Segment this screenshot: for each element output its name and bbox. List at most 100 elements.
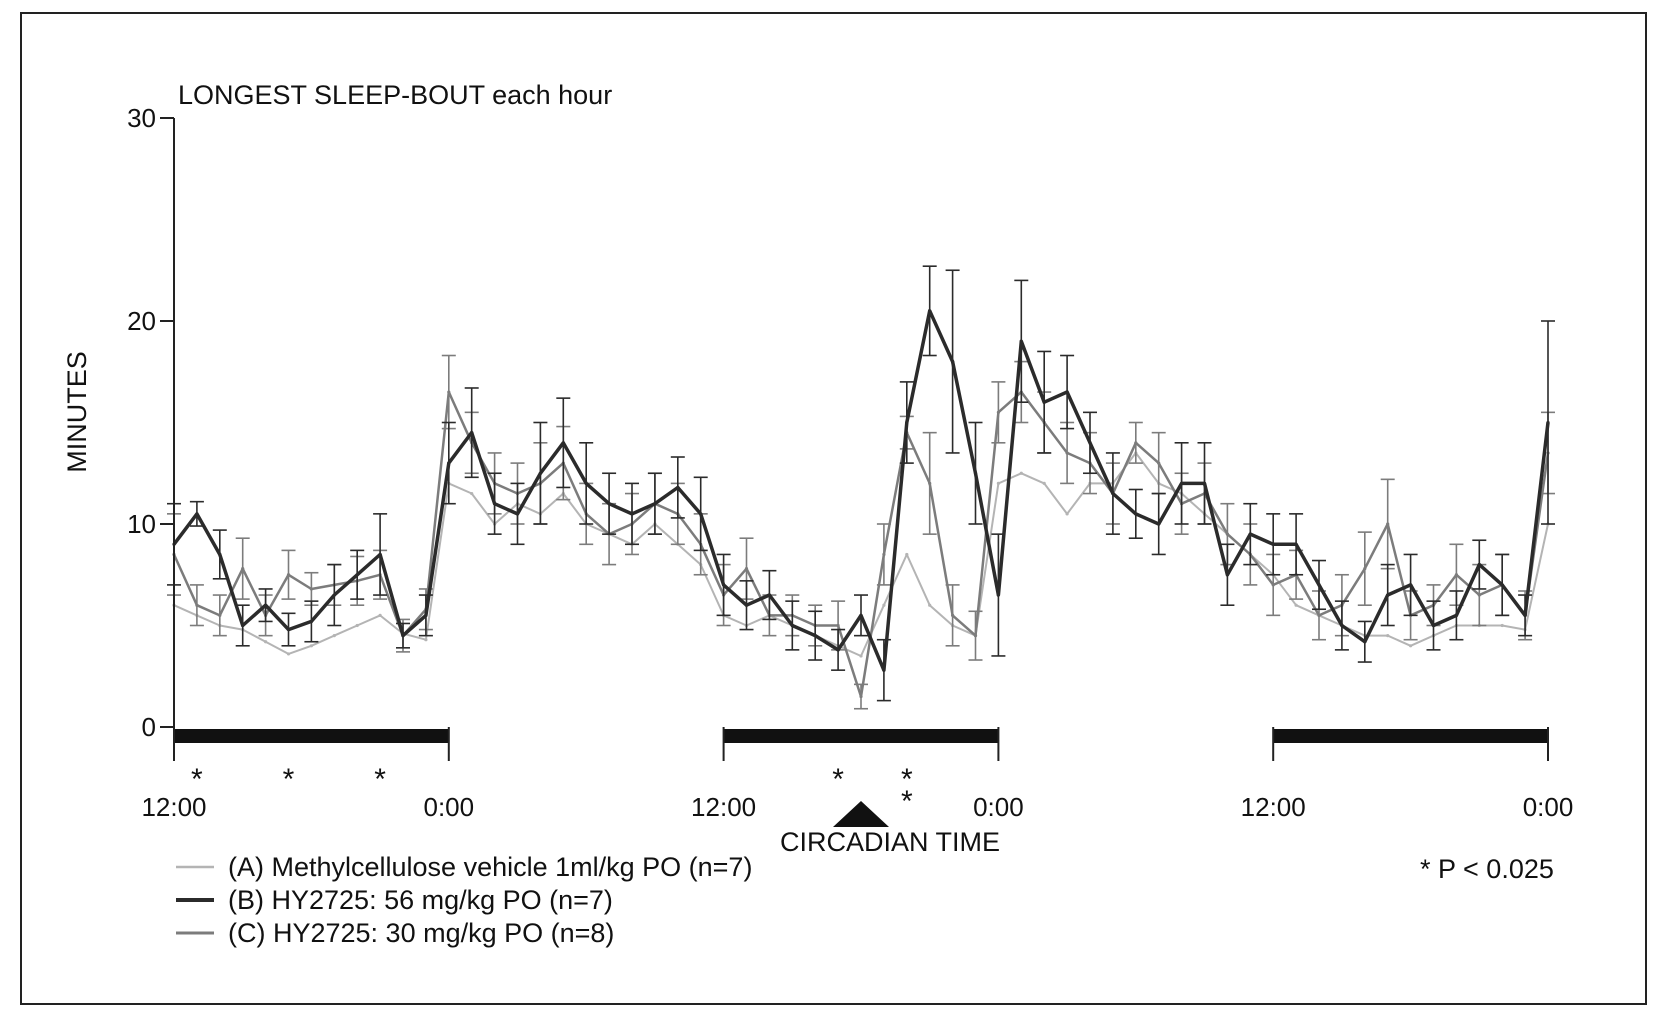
data-point xyxy=(1409,583,1412,586)
data-point xyxy=(470,492,473,495)
data-point xyxy=(814,634,817,637)
data-point xyxy=(241,624,244,627)
dark-period-bar xyxy=(174,729,449,743)
data-point xyxy=(1317,614,1320,617)
data-point xyxy=(379,553,382,556)
data-point xyxy=(1249,533,1252,536)
data-point xyxy=(905,553,908,556)
data-point xyxy=(287,573,290,576)
legend-label: (A) Methylcellulose vehicle 1ml/kg PO (n… xyxy=(228,852,752,882)
data-point xyxy=(195,604,198,607)
data-point xyxy=(1546,421,1549,424)
y-axis-label: MINUTES xyxy=(62,351,92,473)
data-point xyxy=(1340,624,1343,627)
data-point xyxy=(447,462,450,465)
data-point xyxy=(1272,583,1275,586)
data-point xyxy=(1455,573,1458,576)
data-point xyxy=(1409,644,1412,647)
data-point xyxy=(1478,563,1481,566)
legend-label: (C) HY2725: 30 mg/kg PO (n=8) xyxy=(228,918,614,948)
data-point xyxy=(1020,340,1023,343)
data-point xyxy=(653,502,656,505)
significance-star: * xyxy=(374,763,386,796)
dark-period-bar xyxy=(1273,729,1548,743)
data-point xyxy=(287,628,290,631)
data-point xyxy=(1386,593,1389,596)
chart-title: LONGEST SLEEP-BOUT each hour xyxy=(178,80,612,110)
x-tick-label: 0:00 xyxy=(973,792,1024,822)
data-point xyxy=(745,604,748,607)
data-point xyxy=(1020,472,1023,475)
data-point xyxy=(768,593,771,596)
data-point xyxy=(951,360,954,363)
data-point xyxy=(562,441,565,444)
data-point xyxy=(859,654,862,657)
data-point xyxy=(539,472,542,475)
data-point xyxy=(356,624,359,627)
sleep-bout-chart: 010203012:000:0012:000:0012:000:00 LONGE… xyxy=(0,0,1673,1017)
data-point xyxy=(264,604,267,607)
significance-star: * xyxy=(191,763,203,796)
data-point xyxy=(676,486,679,489)
data-point xyxy=(722,583,725,586)
data-point xyxy=(1043,401,1046,404)
data-point xyxy=(585,482,588,485)
x-tick-label: 12:00 xyxy=(1241,792,1306,822)
data-point xyxy=(608,502,611,505)
x-axis-label: CIRCADIAN TIME xyxy=(780,827,1000,857)
data-point xyxy=(859,614,862,617)
data-point xyxy=(1226,573,1229,576)
data-point xyxy=(218,553,221,556)
data-point xyxy=(905,421,908,424)
data-point xyxy=(516,512,519,515)
data-point xyxy=(218,614,221,617)
data-point xyxy=(424,638,427,641)
data-point xyxy=(1203,482,1206,485)
y-tick-label: 0 xyxy=(142,712,156,742)
significance-star: * xyxy=(901,785,913,818)
data-point xyxy=(1317,583,1320,586)
data-point xyxy=(791,624,794,627)
data-point xyxy=(1157,462,1160,465)
data-point xyxy=(310,620,313,623)
significance-star: * xyxy=(283,763,295,796)
dosing-marker-triangle xyxy=(833,801,889,827)
data-point xyxy=(928,309,931,312)
data-point xyxy=(1386,522,1389,525)
data-point xyxy=(1478,593,1481,596)
data-point xyxy=(837,624,840,627)
data-point xyxy=(1226,533,1229,536)
significance-note: * P < 0.025 xyxy=(1420,854,1554,884)
x-tick-label: 0:00 xyxy=(1523,792,1574,822)
x-tick-label: 12:00 xyxy=(691,792,756,822)
data-point xyxy=(333,634,336,637)
data-point xyxy=(1066,512,1069,515)
y-tick-label: 30 xyxy=(127,103,156,133)
data-point xyxy=(241,567,244,570)
data-point xyxy=(493,502,496,505)
data-point xyxy=(287,652,290,655)
data-point xyxy=(997,593,1000,596)
data-point xyxy=(1111,492,1114,495)
data-point xyxy=(1043,482,1046,485)
data-point xyxy=(1088,441,1091,444)
data-point xyxy=(310,644,313,647)
data-point xyxy=(356,573,359,576)
data-point xyxy=(424,614,427,617)
data-point xyxy=(928,604,931,607)
data-point xyxy=(1066,451,1069,454)
data-point xyxy=(1295,543,1298,546)
data-point xyxy=(1363,567,1366,570)
data-point xyxy=(447,390,450,393)
data-point xyxy=(974,634,977,637)
data-point xyxy=(1455,614,1458,617)
data-point xyxy=(699,512,702,515)
data-point xyxy=(1295,604,1298,607)
data-point xyxy=(195,512,198,515)
data-point xyxy=(1432,624,1435,627)
data-point xyxy=(745,567,748,570)
data-point xyxy=(1066,390,1069,393)
data-point xyxy=(837,648,840,651)
data-point xyxy=(1134,441,1137,444)
data-point xyxy=(630,512,633,515)
